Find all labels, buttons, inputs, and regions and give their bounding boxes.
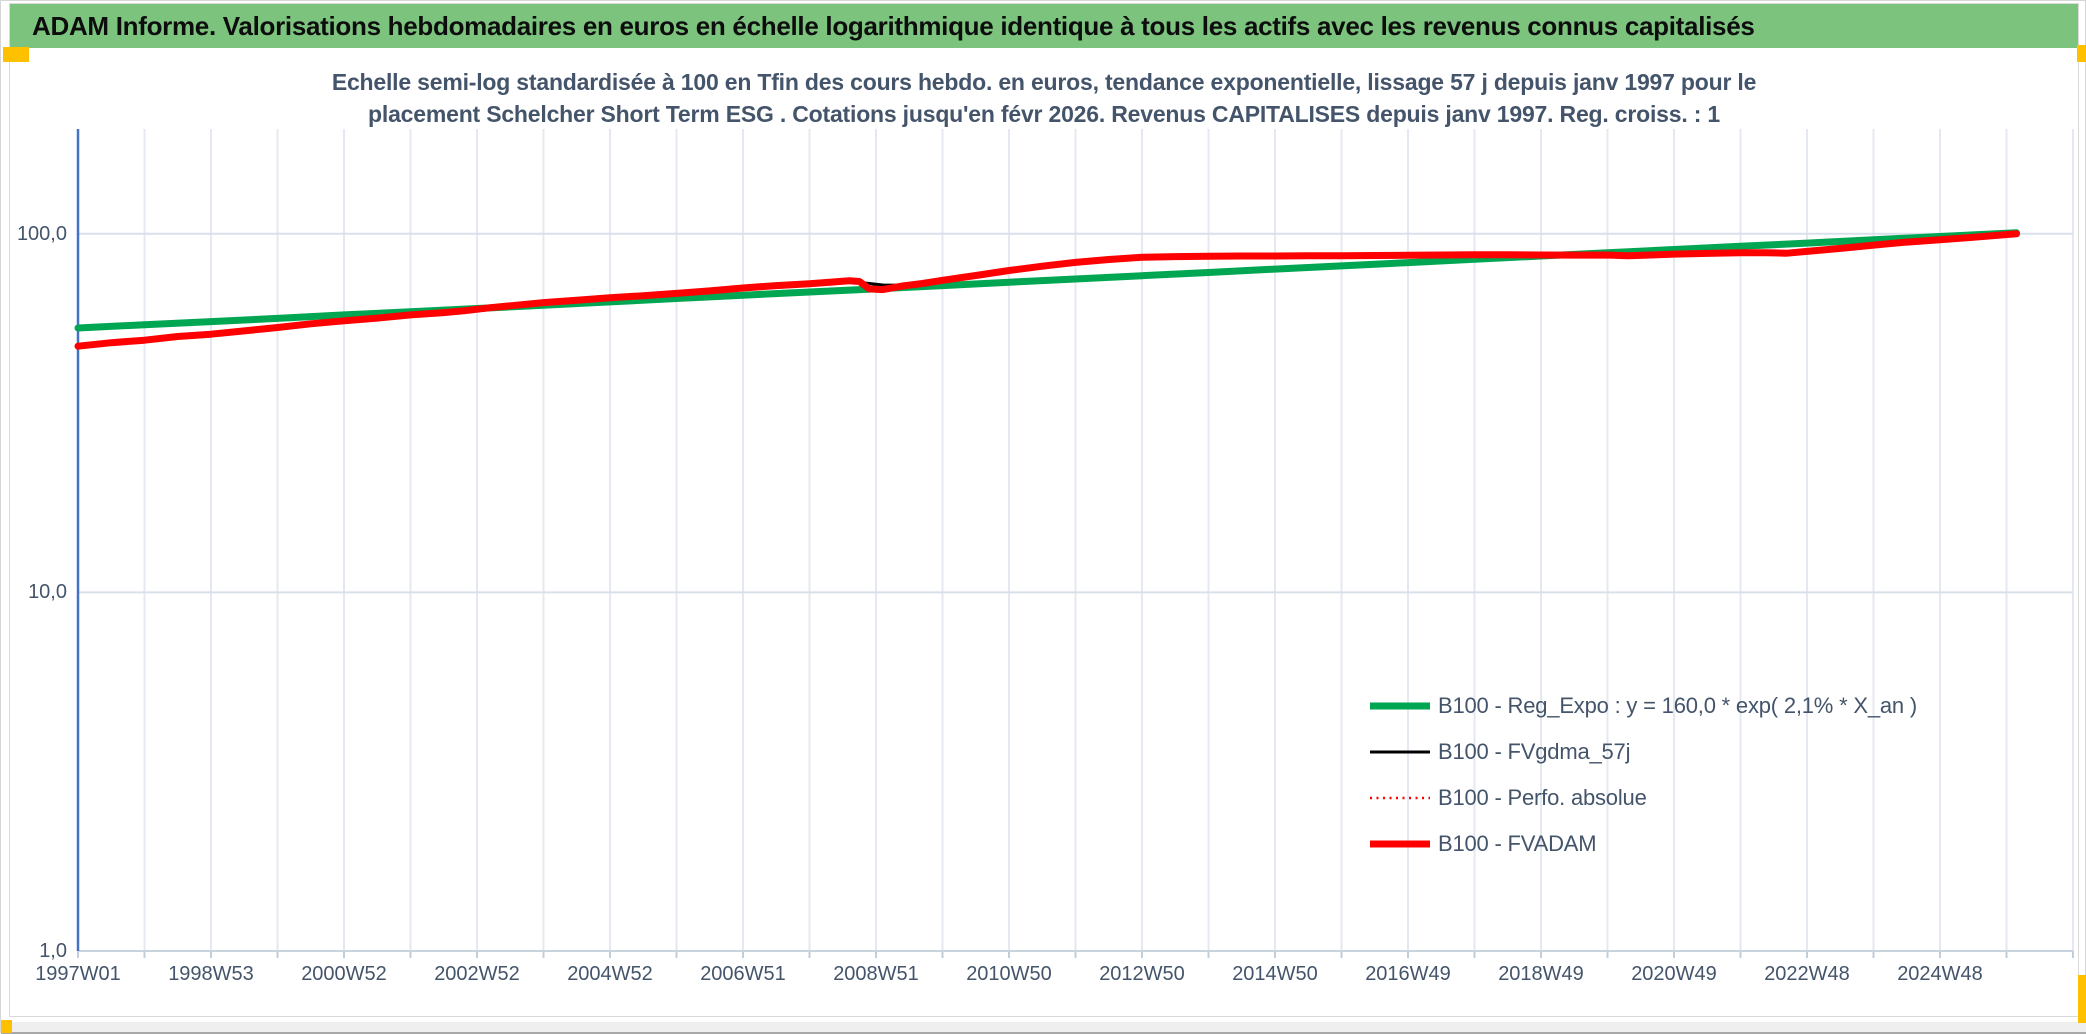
x-axis-label: 2004W52 [567, 963, 653, 985]
accent-top-left [3, 47, 29, 62]
x-axis-label: 2022W48 [1764, 963, 1850, 985]
x-axis-label: 2006W51 [700, 963, 786, 985]
x-axis-label: 2012W50 [1099, 963, 1185, 985]
x-axis-label: 1998W53 [168, 963, 254, 985]
x-axis-label: 2024W48 [1897, 963, 1983, 985]
x-axis-label: 2018W49 [1498, 963, 1584, 985]
x-axis-label: 2002W52 [434, 963, 520, 985]
chart-title-line2: placement Schelcher Short Term ESG . Cot… [368, 101, 1720, 127]
x-axis-label: 2008W51 [833, 963, 919, 985]
legend-swatch-line [1370, 840, 1430, 848]
series-line [74, 229, 2020, 332]
x-axis-label: 2020W49 [1631, 963, 1717, 985]
legend-label: B100 - Perfo. absolue [1438, 785, 1647, 810]
legend-label: B100 - FVADAM [1438, 831, 1597, 856]
chart-frame: ADAM Informe. Valorisations hebdomadaire… [9, 3, 2079, 1017]
accent-bottom-right [2078, 975, 2086, 1023]
legend-label: B100 - FVgdma_57j [1438, 739, 1631, 764]
banner: ADAM Informe. Valorisations hebdomadaire… [10, 4, 2078, 48]
legend-item: B100 - Reg_Expo : y = 160,0 * exp( 2,1% … [1369, 683, 1917, 729]
chart-title: Echelle semi-log standardisée à 100 en T… [10, 66, 2078, 130]
chart-title-line1: Echelle semi-log standardisée à 100 en T… [331, 69, 1757, 95]
y-axis-label: 10,0 [28, 581, 67, 604]
accent-top-right [2077, 45, 2086, 62]
banner-title: ADAM Informe. Valorisations hebdomadaire… [32, 10, 1755, 41]
legend-item: B100 - FVgdma_57j [1369, 729, 1630, 775]
legend-label: B100 - Reg_Expo : y = 160,0 * exp( 2,1% … [1438, 693, 1917, 718]
x-axis-label: 2014W50 [1232, 963, 1318, 985]
y-axis-label: 100,0 [16, 222, 67, 245]
legend-swatch-line [1370, 702, 1430, 710]
legend-item: B100 - FVADAM [1369, 821, 1597, 867]
bottom-scrollbar-area [1, 1022, 2086, 1034]
x-axis-label: 2016W49 [1365, 963, 1451, 985]
legend-item: B100 - Perfo. absolue [1369, 775, 1647, 821]
x-axis-label: 1997W01 [35, 963, 121, 985]
x-axis-label: 2000W52 [301, 963, 387, 985]
legend-swatch-line [1370, 750, 1430, 754]
accent-bottom-left [1, 1020, 12, 1033]
y-axis-label: 1,0 [39, 940, 67, 962]
x-axis-label: 2010W50 [966, 963, 1052, 985]
legend-swatch-line [1370, 796, 1430, 800]
series-line [74, 230, 2020, 350]
